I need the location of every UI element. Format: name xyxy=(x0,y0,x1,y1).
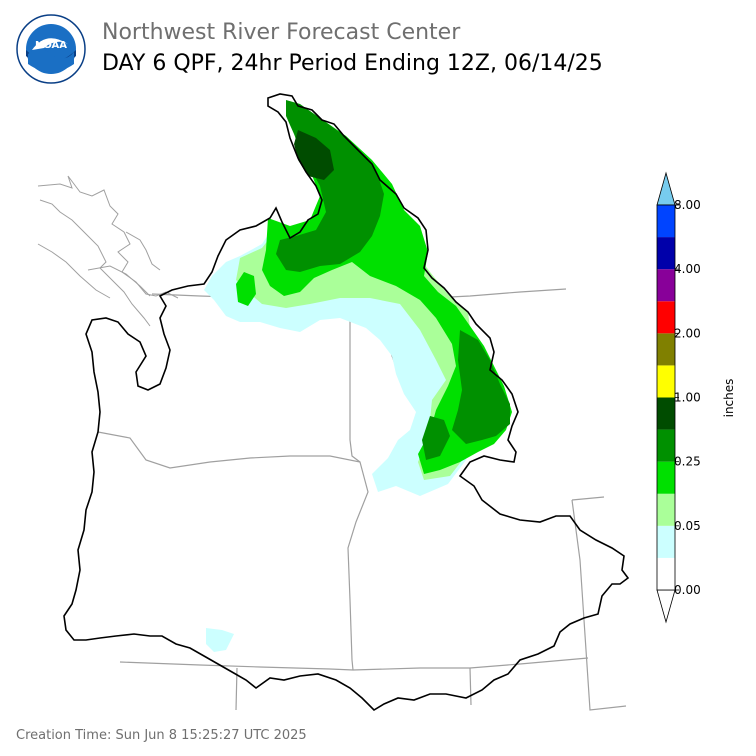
product-title: DAY 6 QPF, 24hr Period Ending 12Z, 06/14… xyxy=(102,51,603,76)
coastline xyxy=(37,175,179,327)
logo-text: NOAA xyxy=(35,40,67,51)
legend-bin xyxy=(657,493,675,526)
legend-over-arrow xyxy=(656,171,676,206)
legend-bin xyxy=(657,269,675,302)
qpf-shading xyxy=(204,100,512,652)
legend-tick-label: 8.00 xyxy=(674,198,701,212)
legend-bin xyxy=(657,237,675,270)
noaa-logo: NOAA xyxy=(16,14,86,84)
legend-bin xyxy=(657,461,675,494)
legend-bin xyxy=(657,557,675,590)
agency-title: Northwest River Forecast Center xyxy=(102,20,461,45)
legend-bin xyxy=(657,525,675,558)
basin-outline xyxy=(63,93,630,712)
legend-under-arrow xyxy=(656,589,676,624)
legend-bins xyxy=(656,171,676,624)
legend-bin xyxy=(657,365,675,398)
legend-tick-label: 2.00 xyxy=(674,326,701,340)
qpf-green-spot xyxy=(236,272,256,306)
legend-bin xyxy=(657,397,675,430)
legend-tick-label: 4.00 xyxy=(674,262,701,276)
legend-bin xyxy=(657,429,675,462)
legend-tick-label: 1.00 xyxy=(674,391,701,405)
qpf-mid-green-east2 xyxy=(422,416,450,460)
legend-unit-label: inches xyxy=(722,379,736,418)
qpf-mid-green-east xyxy=(452,330,510,444)
legend-tick-label: 0.00 xyxy=(674,583,701,597)
qpf-light-cyan-patch xyxy=(206,628,234,652)
legend-bin xyxy=(657,205,675,238)
legend-tick-label: 0.25 xyxy=(674,455,701,469)
legend-bin xyxy=(657,301,675,334)
legend-bin xyxy=(657,333,675,366)
legend-tick-label: 0.05 xyxy=(674,519,701,533)
creation-time: Creation Time: Sun Jun 8 15:25:27 UTC 20… xyxy=(16,728,307,743)
legend-labels: 0.00 0.05 0.25 1.00 2.00 4.00 8.00 xyxy=(674,198,701,597)
